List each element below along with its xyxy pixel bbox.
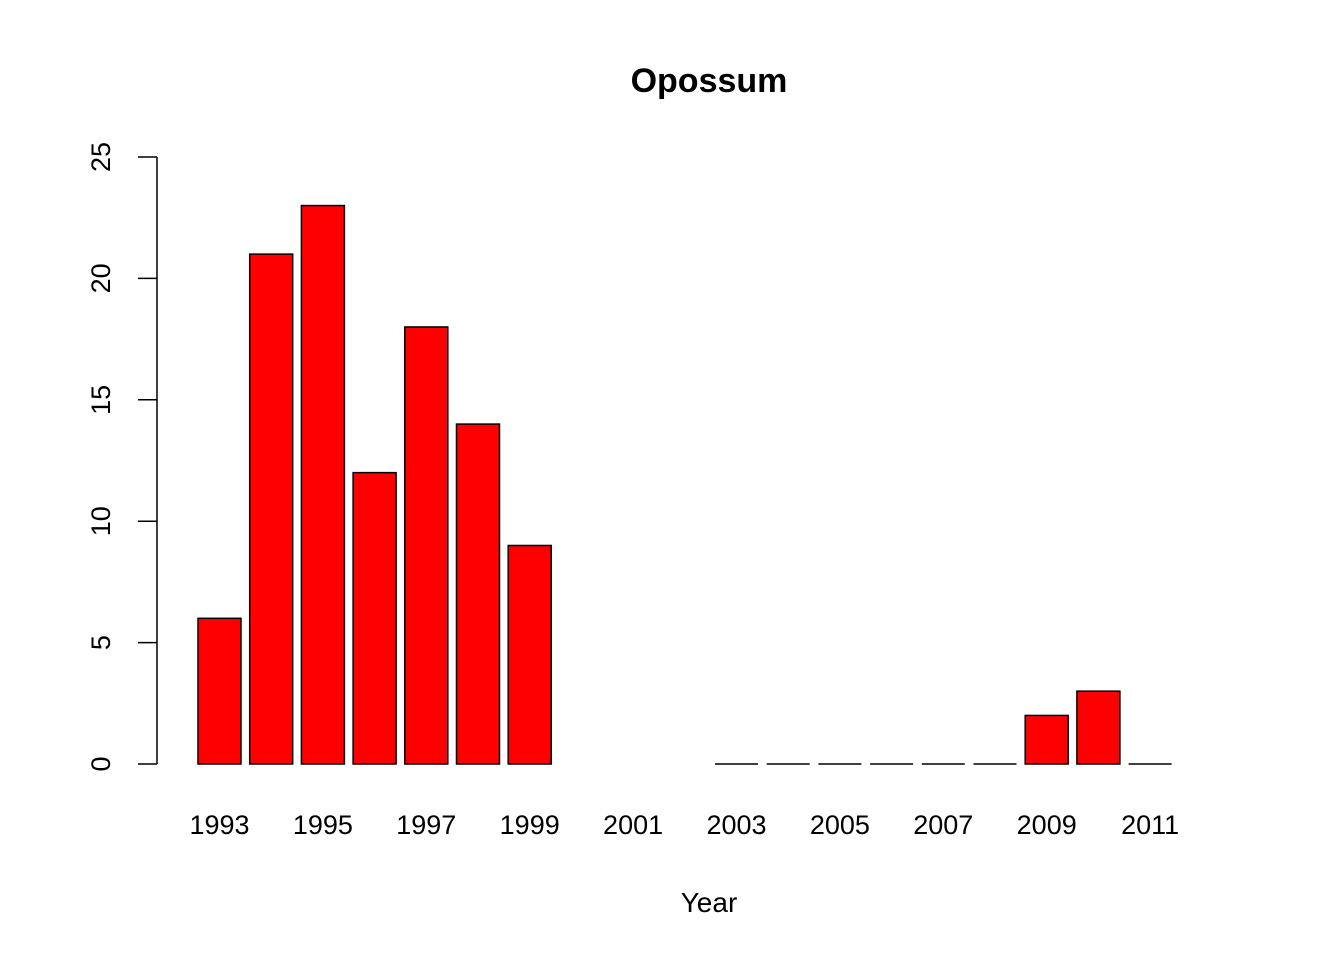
y-tick-label: 25 — [86, 142, 116, 172]
x-tick-label: 2005 — [810, 810, 870, 840]
x-tick-label: 1999 — [500, 810, 560, 840]
bar-1993 — [197, 617, 242, 765]
bar-1995 — [300, 204, 346, 765]
y-tick-label: 10 — [86, 506, 116, 536]
chart-title: Opossum — [631, 62, 788, 100]
x-tick-label: 2011 — [1121, 810, 1179, 840]
y-tick-label: 15 — [86, 385, 116, 415]
x-tick-label: 1993 — [189, 810, 249, 840]
y-tick-label: 5 — [86, 635, 116, 650]
bar-1998 — [455, 423, 501, 765]
x-axis-label: Year — [681, 887, 738, 918]
x-tick-label: 1997 — [396, 810, 456, 840]
bar-2009 — [1024, 714, 1069, 765]
y-tick-label: 0 — [86, 756, 116, 771]
x-tick-label: 1995 — [293, 810, 353, 840]
bars-group — [197, 204, 1172, 765]
x-tick-label: 2003 — [706, 810, 766, 840]
y-axis: 0 5 10 15 20 25 — [86, 142, 158, 772]
x-tick-label: 2007 — [913, 810, 973, 840]
bar-1999 — [507, 544, 552, 765]
bar-2010 — [1076, 690, 1121, 765]
y-tick-label: 20 — [86, 263, 116, 293]
bar-1996 — [352, 471, 397, 765]
x-tick-label: 2009 — [1017, 810, 1077, 840]
x-tick-label: 2001 — [603, 810, 663, 840]
x-tick-labels: 1993 1995 1997 1999 2001 2003 2005 2007 2009 2011 — [189, 810, 1179, 840]
bar-1997 — [404, 326, 449, 765]
bar-1994 — [248, 253, 294, 765]
